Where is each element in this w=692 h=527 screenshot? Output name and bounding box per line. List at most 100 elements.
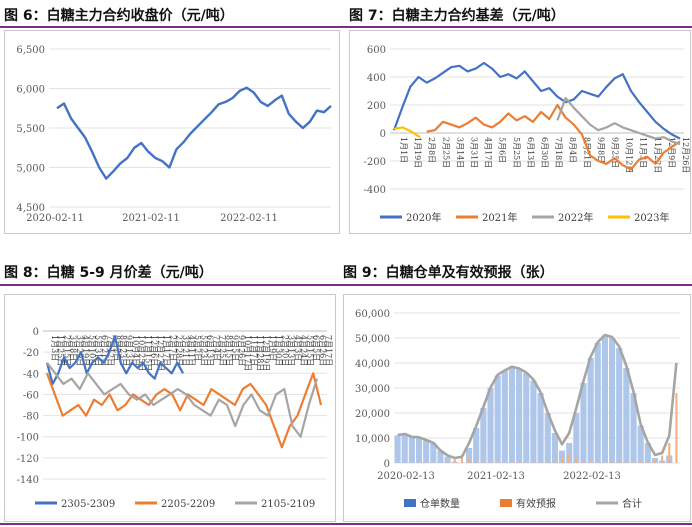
bar-valid-forecast <box>625 461 628 463</box>
bar-warehouse-receipt <box>408 436 415 463</box>
x-tick-label: 9月25日 <box>611 137 620 168</box>
bar-warehouse-receipt <box>544 413 551 463</box>
x-tick-label: 2月7日 <box>168 335 177 361</box>
y-tick-label: 0 <box>33 327 39 338</box>
x-tick-label: 11月15日 <box>143 335 152 371</box>
legend-label: 2020年 <box>406 211 441 224</box>
bar-valid-forecast <box>653 460 657 463</box>
x-tick-label: 2021-02-13 <box>467 471 525 482</box>
x-tick-label: 1月1日 <box>399 137 408 163</box>
bar-valid-forecast <box>510 461 514 463</box>
bar-warehouse-receipt <box>616 348 623 463</box>
x-tick-label: 11月22日 <box>653 137 662 173</box>
x-tick-label: 5月25日 <box>512 137 521 168</box>
fig9-panel: 0 10,000 20,000 30,000 40,000 50,000 60,000 202… <box>343 294 691 522</box>
bar-warehouse-receipt <box>523 373 530 463</box>
y-tick-label: -200 <box>364 157 386 168</box>
fig9-chart: 0 10,000 20,000 30,000 40,000 50,000 60,000 202… <box>355 309 680 510</box>
legend-label: 合计 <box>622 497 642 510</box>
x-tick-label: 3月8日 <box>69 335 78 361</box>
fig7-panel: -400 -200 0 200 400 600 1月1日 1月19日 2月8日 2月25日 3月14… <box>349 30 691 234</box>
bar-warehouse-receipt <box>551 433 558 463</box>
fig8-chart: -140-120-100-80-60-40-2001月3日1月25日2月15日3… <box>17 327 333 510</box>
y-tick-label: 6,000 <box>16 85 45 96</box>
bar-valid-forecast <box>668 443 671 463</box>
x-tick-label: 1月3日 <box>50 335 59 361</box>
fig6-panel: 4,500 5,000 5,500 6,000 6,500 2020-02-11 2021-… <box>4 30 340 234</box>
bar-warehouse-receipt <box>501 370 508 463</box>
x-tick-label: 7月4日 <box>212 335 221 361</box>
x-tick-label: 2022-02-13 <box>563 471 621 482</box>
x-tick-label: 9月13日 <box>125 335 134 366</box>
y-tick-label: 0 <box>384 459 390 470</box>
x-tick-label: 7月18日 <box>554 137 563 168</box>
x-tick-label: 3月21日 <box>181 335 190 366</box>
x-tick-label: 4月24日 <box>299 335 308 366</box>
x-tick-label: 12月26日 <box>681 137 690 173</box>
bar-valid-forecast <box>575 458 578 463</box>
legend-label: 2105-2109 <box>261 499 315 510</box>
bar-warehouse-receipt <box>401 434 408 463</box>
x-tick-label: 3月14日 <box>455 137 464 168</box>
x-tick-label: 5月6日 <box>498 137 507 163</box>
y-tick-label: 400 <box>367 73 386 84</box>
x-tick-label: 12月6日 <box>150 335 159 366</box>
bar-warehouse-receipt <box>587 358 594 463</box>
bar-valid-forecast <box>661 455 664 463</box>
legend-label: 2205-2209 <box>161 499 215 510</box>
bar-valid-forecast <box>518 462 521 463</box>
bar-valid-forecast <box>546 462 549 463</box>
y-tick-label: 30,000 <box>355 384 390 395</box>
x-tick-label: 6月30日 <box>540 137 549 168</box>
y-tick-label: 0 <box>380 129 386 140</box>
bar-warehouse-receipt <box>516 369 523 463</box>
y-tick-label: -60 <box>23 390 39 401</box>
y-tick-label: 10,000 <box>355 434 390 445</box>
bar-valid-forecast <box>589 461 592 463</box>
y-tick-label: 40,000 <box>355 359 390 370</box>
bar-valid-forecast <box>611 462 614 463</box>
x-tick-label: 7月25日 <box>218 335 227 366</box>
x-tick-label: 1月30日 <box>274 335 283 366</box>
bar-valid-forecast <box>446 461 449 463</box>
bar-warehouse-receipt <box>430 443 437 463</box>
legend-label: 仓单数量 <box>420 497 460 510</box>
x-tick-label: 6月13日 <box>526 137 535 168</box>
y-tick-label: 5,500 <box>16 124 45 135</box>
y-tick-label: 5,000 <box>16 164 45 175</box>
bar-valid-forecast <box>532 462 535 463</box>
bar-valid-forecast <box>582 461 585 463</box>
bar-warehouse-receipt <box>480 408 487 463</box>
bar-valid-forecast <box>482 462 485 463</box>
bar-warehouse-receipt <box>437 450 444 463</box>
bar-warehouse-receipt <box>530 380 537 463</box>
x-tick-label: 6月5日 <box>312 335 321 361</box>
bar-valid-forecast <box>425 462 428 463</box>
x-tick-label: 10月17日 <box>243 335 252 371</box>
x-tick-label: 8月15日 <box>224 335 233 366</box>
x-tick-label: 9月26日 <box>237 335 246 366</box>
y-tick-label: 60,000 <box>355 309 390 320</box>
bar-warehouse-receipt <box>630 393 637 463</box>
bar-valid-forecast <box>603 462 606 463</box>
x-tick-label: 9月5日 <box>231 335 240 361</box>
x-tick-label: 5月23日 <box>199 335 208 366</box>
fig7-chart: -400 -200 0 200 400 600 1月1日 1月19日 2月8日 2月25日 3月14… <box>364 45 690 224</box>
fig6-caption: 图 6：白糖主力合约收盘价（元/吨） <box>4 8 234 24</box>
x-tick-label: 8月4日 <box>568 137 577 163</box>
bar-warehouse-receipt <box>573 413 580 463</box>
x-tick-label: 2月20日 <box>280 335 289 366</box>
x-tick-label: 5月31日 <box>94 335 103 366</box>
bar-warehouse-receipt <box>494 375 501 463</box>
bar-warehouse-receipt <box>394 435 401 463</box>
x-tick-label: 2020-02-13 <box>377 471 435 482</box>
y-tick-label: -140 <box>17 475 39 486</box>
y-tick-label: -120 <box>17 454 39 465</box>
y-tick-label: 6,500 <box>16 45 45 56</box>
bar-valid-forecast <box>475 461 478 463</box>
x-tick-label: 3月13日 <box>287 335 296 366</box>
series-line-2020 <box>392 61 681 140</box>
y-tick-label: 20,000 <box>355 409 390 420</box>
bar-warehouse-receipt <box>415 438 423 463</box>
x-tick-label: 5月10日 <box>87 335 96 366</box>
